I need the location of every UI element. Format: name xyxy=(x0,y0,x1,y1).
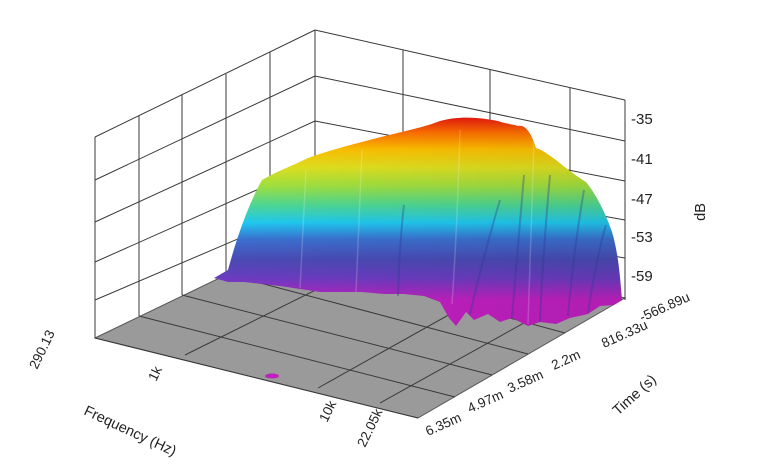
x-tick-label: 10k xyxy=(316,398,339,424)
spectral-surface xyxy=(214,117,622,326)
y-tick-label: -566.89u xyxy=(637,289,692,324)
x-tick-label: 1k xyxy=(145,364,165,384)
x-tick-label: 22.05k xyxy=(354,406,385,449)
z-tick-label: -59 xyxy=(631,268,653,285)
y-tick-label: 6.35m xyxy=(423,410,463,439)
z-tick-label: -41 xyxy=(631,151,653,168)
z-tick-label: -47 xyxy=(631,191,653,208)
z-tick-label: -35 xyxy=(631,111,653,128)
x-tick-label: 290.13 xyxy=(26,328,58,372)
y-tick-label: 3.58m xyxy=(505,367,545,396)
z-tick-label: -53 xyxy=(631,229,653,246)
z-axis-ticks: -35 -41 -47 -53 -59 xyxy=(631,111,653,285)
x-axis-title: Frequency (Hz) xyxy=(81,403,178,460)
y-tick-label: 816.33u xyxy=(599,317,650,351)
floor-spot xyxy=(265,373,279,379)
y-tick-label: 4.97m xyxy=(465,387,505,416)
y-tick-label: 2.2m xyxy=(549,347,583,373)
y-axis-title: Time (s) xyxy=(610,372,660,419)
z-axis-title: dB xyxy=(693,203,709,221)
